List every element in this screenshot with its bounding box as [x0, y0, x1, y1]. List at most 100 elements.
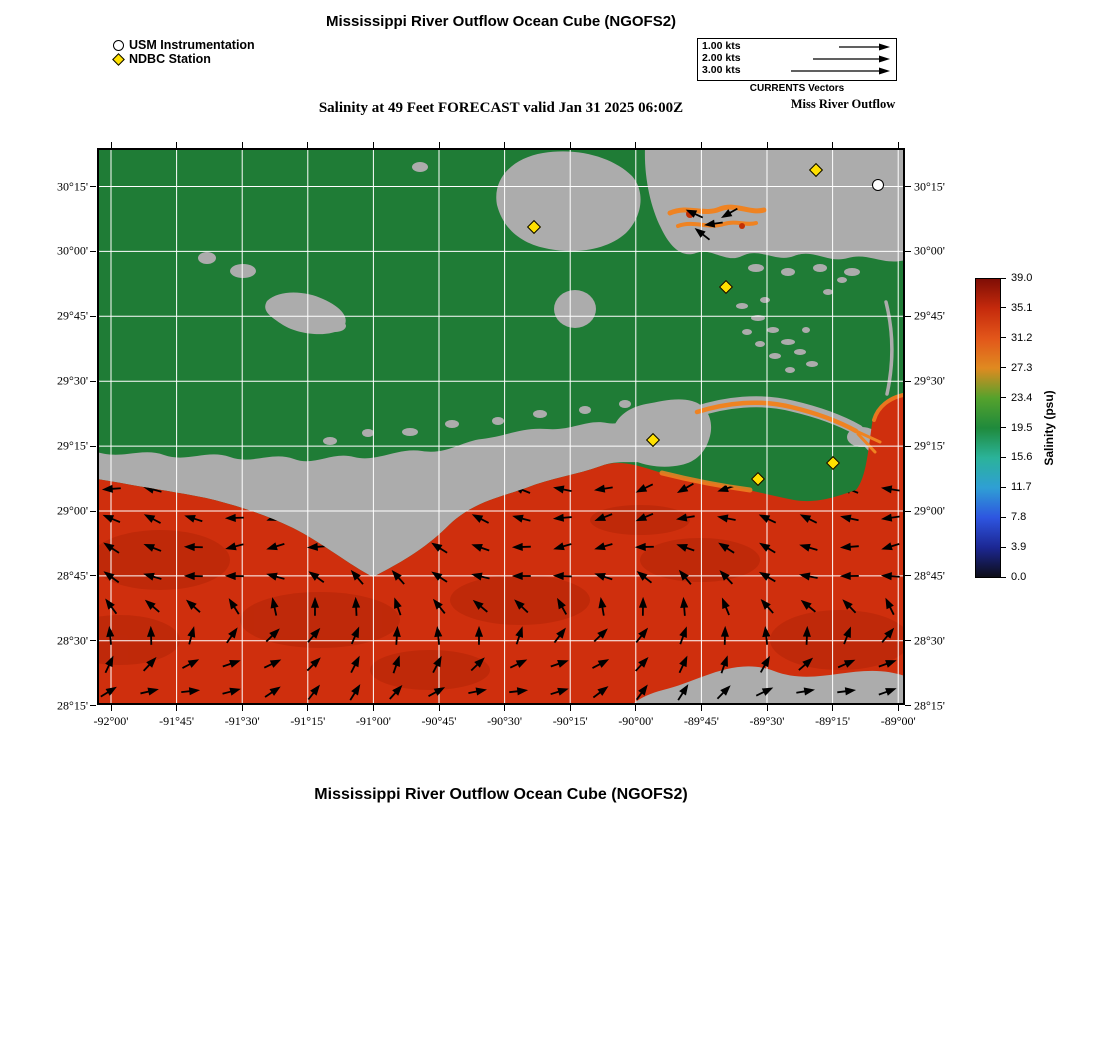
- y-tick-label-right: 29°30': [914, 373, 945, 388]
- figure-title-bottom: Mississippi River Outflow Ocean Cube (NG…: [314, 786, 688, 803]
- current-vector-arrow: [143, 514, 161, 524]
- current-vector-arrow: [471, 572, 490, 581]
- current-vector-arrow: [307, 627, 321, 643]
- current-vector-arrow: [224, 571, 244, 581]
- current-vector-arrow: [638, 596, 648, 616]
- current-vector-arrow: [143, 544, 162, 552]
- y-tick-mark: [905, 705, 911, 707]
- colorbar-tick-label: 15.6: [1011, 451, 1033, 464]
- current-vector-arrow: [635, 627, 649, 643]
- y-tick-label: 30°00': [57, 243, 88, 258]
- current-vector-arrow: [187, 626, 196, 645]
- x-tick-mark: [569, 142, 571, 148]
- current-vector-arrow: [147, 625, 156, 645]
- current-vector-arrow: [837, 659, 856, 669]
- colorbar-tick-mark: [1000, 427, 1006, 428]
- current-vector-arrow: [105, 598, 118, 615]
- current-vector-arrow: [350, 626, 360, 645]
- y-tick-label-right: 28°45': [914, 568, 945, 583]
- current-vector-arrow: [142, 657, 157, 672]
- y-tick-label-right: 29°00': [914, 503, 945, 518]
- current-vector-arrow: [470, 657, 485, 672]
- current-vector-arrow: [310, 596, 320, 616]
- y-tick-label-right: 30°15': [914, 179, 945, 193]
- current-vector-arrow: [755, 687, 774, 697]
- current-vector-arrow: [511, 571, 531, 581]
- current-vector-arrow: [394, 597, 402, 616]
- colorbar-tick-label: 11.7: [1011, 481, 1032, 494]
- colorbar-tick-mark: [1000, 546, 1006, 548]
- y-tick-mark: [905, 380, 911, 382]
- current-vector-arrow: [265, 628, 280, 643]
- current-vector-arrow: [100, 686, 117, 698]
- colorbar-tick-label: 31.2: [1011, 331, 1033, 344]
- current-vector-arrow: [802, 625, 811, 645]
- x-tick-mark: [504, 705, 506, 711]
- current-vector-arrow: [685, 209, 704, 219]
- colorbar-tick-mark: [1000, 397, 1006, 399]
- x-tick-mark: [569, 705, 571, 711]
- current-vector-arrow: [471, 514, 490, 524]
- current-vector-arrow: [515, 626, 523, 645]
- current-vector-arrow: [432, 655, 442, 674]
- currents-scale-label-3: 3.00 kts: [702, 64, 741, 76]
- gulf-salinity-shading: [97, 505, 905, 690]
- current-vector-arrow: [718, 542, 735, 554]
- y-tick-mark: [90, 380, 96, 382]
- current-vector-arrow: [182, 659, 200, 669]
- gulf-water: [97, 393, 905, 705]
- x-tick-label: -90°00': [618, 714, 654, 728]
- current-vector-arrow: [183, 543, 203, 552]
- y-tick-mark: [905, 186, 911, 187]
- x-tick-mark: [438, 142, 440, 148]
- current-vector-arrow: [306, 657, 321, 672]
- currents-scale-box: 1.00 kts 2.00 kts 3.00 kts: [697, 38, 897, 81]
- currents-scale-arrow-icons: [791, 43, 890, 75]
- y-tick-label-right: 28°15': [914, 698, 945, 713]
- current-vector-arrow: [103, 571, 120, 584]
- current-vector-arrow: [270, 597, 279, 616]
- current-vector-arrow: [228, 598, 240, 615]
- current-vector-arrow: [842, 599, 857, 614]
- x-tick-mark: [110, 142, 112, 148]
- colorbar-tick-label: 0.0: [1011, 571, 1027, 583]
- x-tick-mark: [307, 142, 309, 148]
- current-vector-arrow: [880, 485, 900, 494]
- x-tick-label: -92°00': [93, 714, 129, 728]
- current-vector-arrow: [635, 483, 654, 493]
- x-tick-mark: [766, 705, 768, 711]
- current-vector-arrow: [349, 684, 361, 701]
- current-vector-arrow: [472, 599, 488, 613]
- current-vector-arrow: [553, 627, 566, 644]
- y-tick-label-right: 28°30': [914, 633, 945, 648]
- current-vector-arrow: [185, 599, 201, 613]
- current-vector-arrow: [720, 625, 729, 645]
- current-vector-arrow: [306, 542, 326, 551]
- y-tick-mark: [90, 315, 96, 317]
- x-tick-label: -90°45': [421, 714, 457, 728]
- land-coastal-band: [97, 416, 670, 577]
- current-vector-arrow: [593, 484, 613, 493]
- current-vector-arrow: [677, 684, 689, 701]
- colorbar-gradient: [975, 278, 1001, 578]
- current-vector-arrow: [226, 627, 238, 644]
- x-tick-label: -89°45': [683, 714, 719, 728]
- colorbar-tick-label: 19.5: [1011, 421, 1033, 434]
- y-tick-mark: [90, 445, 96, 447]
- current-vector-arrow: [694, 228, 711, 241]
- y-tick-mark: [90, 575, 96, 577]
- colorbar-tick-mark: [1000, 456, 1006, 458]
- current-vector-arrow: [759, 571, 776, 583]
- current-vector-arrow: [474, 625, 484, 645]
- current-vector-arrow: [143, 572, 162, 581]
- current-vector-arrow: [266, 572, 285, 581]
- current-vector-arrow: [392, 655, 400, 674]
- current-vector-arrow: [839, 542, 859, 551]
- y-tick-label: 29°45': [57, 308, 88, 323]
- x-tick-label: -90°15': [552, 714, 588, 728]
- y-tick-label: 28°30': [57, 633, 88, 648]
- land-bottom-right: [632, 666, 905, 705]
- y-tick-label-right: 30°00': [914, 243, 945, 258]
- y-tick-label: 29°15': [57, 438, 88, 453]
